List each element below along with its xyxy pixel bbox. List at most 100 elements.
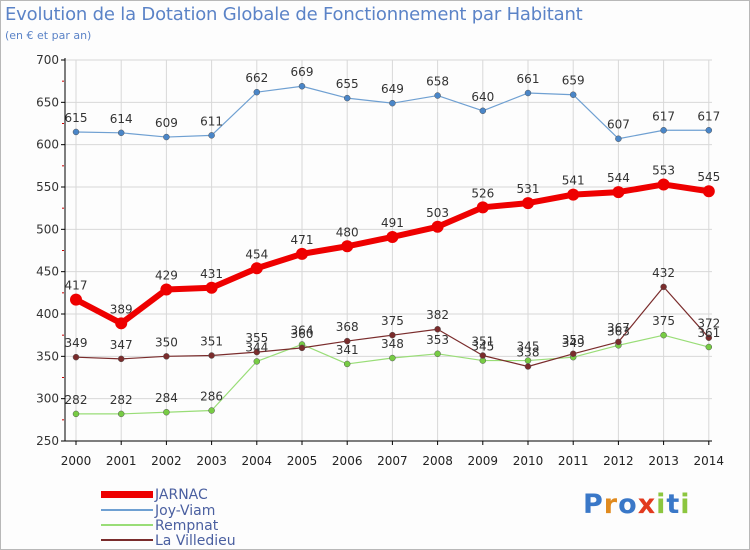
data-label-la-villedieu: 353 [562, 333, 585, 347]
data-label-joy-viam: 609 [155, 116, 178, 130]
data-point-jarnac [296, 247, 308, 260]
data-label-joy-viam: 659 [562, 74, 585, 88]
data-label-joy-viam: 607 [607, 118, 630, 132]
data-label-jarnac: 491 [381, 216, 404, 230]
data-point-la-villedieu [389, 331, 396, 339]
data-point-jarnac [386, 230, 399, 243]
data-label-rempnat: 348 [381, 337, 404, 351]
data-point-la-villedieu [705, 334, 713, 341]
data-label-rempnat: 353 [426, 333, 449, 347]
data-label-jarnac: 553 [652, 163, 675, 177]
data-label-la-villedieu: 355 [245, 331, 268, 345]
data-point-rempnat [660, 331, 667, 339]
data-label-jarnac: 431 [200, 267, 223, 281]
proxiti-logo: Proxiti [583, 489, 691, 520]
data-point-la-villedieu [163, 353, 170, 360]
x-tick-label: 2003 [196, 454, 227, 468]
data-point-jarnac [522, 197, 534, 210]
data-point-la-villedieu [208, 352, 215, 359]
data-label-jarnac: 541 [562, 174, 585, 188]
data-label-rempnat: 375 [652, 314, 675, 328]
data-point-joy-viam [434, 92, 441, 99]
x-tick-label: 2011 [558, 454, 589, 468]
data-point-joy-viam [117, 129, 125, 137]
y-tick-label: 600 [36, 138, 59, 152]
data-label-la-villedieu: 382 [426, 308, 449, 322]
x-tick-label: 2000 [61, 454, 92, 468]
data-label-rempnat: 282 [110, 393, 133, 407]
x-tick-label: 2009 [468, 454, 499, 468]
logo-letter: o [618, 489, 638, 520]
data-point-rempnat [208, 407, 215, 414]
data-label-la-villedieu: 432 [652, 266, 675, 280]
data-point-jarnac [160, 283, 173, 296]
data-label-jarnac: 503 [426, 206, 449, 220]
x-tick-label: 2012 [603, 454, 634, 468]
data-label-rempnat: 363 [607, 324, 630, 338]
data-label-la-villedieu: 375 [381, 314, 404, 328]
data-label-la-villedieu: 367 [607, 321, 630, 335]
y-tick-label: 500 [36, 222, 59, 236]
data-point-jarnac [250, 262, 263, 275]
legend-label-joy-viam: Joy-Viam [155, 503, 216, 519]
data-label-la-villedieu: 338 [517, 345, 540, 359]
data-label-jarnac: 417 [65, 279, 88, 293]
data-label-joy-viam: 661 [517, 72, 540, 86]
data-label-joy-viam: 655 [336, 77, 359, 91]
x-tick-label: 2010 [513, 454, 544, 468]
data-label-la-villedieu: 368 [336, 320, 359, 334]
data-label-rempnat: 361 [697, 326, 720, 340]
chart-subtitle: (en € et par an) [5, 29, 92, 42]
data-point-rempnat [389, 354, 396, 362]
logo-letter: P [583, 489, 604, 520]
data-point-joy-viam [479, 107, 487, 115]
data-point-rempnat [72, 410, 80, 418]
data-point-joy-viam [72, 128, 80, 136]
data-point-la-villedieu [479, 352, 487, 359]
data-label-jarnac: 526 [471, 186, 494, 200]
data-label-la-villedieu: 350 [155, 335, 178, 349]
data-label-jarnac: 454 [245, 247, 268, 261]
data-label-joy-viam: 614 [110, 112, 133, 126]
y-tick-label: 300 [36, 392, 59, 406]
data-label-rempnat: 282 [65, 393, 88, 407]
data-label-jarnac: 545 [697, 170, 720, 184]
x-tick-label: 2006 [332, 454, 363, 468]
legend-label-rempnat: Rempnat [155, 518, 219, 534]
data-label-rempnat: 364 [291, 323, 314, 337]
x-tick-label: 2008 [422, 454, 453, 468]
data-point-joy-viam [660, 127, 667, 134]
x-tick-label: 2004 [242, 454, 273, 468]
data-point-jarnac [567, 188, 580, 201]
x-tick-label: 2002 [151, 454, 182, 468]
data-label-jarnac: 389 [110, 302, 133, 316]
data-point-joy-viam [208, 132, 215, 139]
data-point-la-villedieu [434, 325, 441, 333]
data-point-rempnat [343, 360, 351, 368]
y-tick-label: 650 [36, 95, 59, 109]
data-point-joy-viam [524, 89, 532, 97]
logo-letter: x [637, 489, 657, 520]
data-label-rempnat: 286 [200, 390, 223, 404]
data-point-la-villedieu [343, 337, 351, 345]
data-point-jarnac [702, 185, 715, 198]
data-label-joy-viam: 662 [245, 71, 268, 85]
data-point-jarnac [476, 201, 489, 214]
x-tick-label: 2007 [377, 454, 408, 468]
data-label-la-villedieu: 349 [65, 336, 88, 350]
data-point-jarnac [431, 220, 444, 233]
data-point-la-villedieu [660, 283, 667, 291]
data-point-joy-viam [615, 135, 622, 142]
data-point-la-villedieu [117, 355, 125, 363]
data-label-jarnac: 429 [155, 268, 178, 282]
data-label-la-villedieu: 351 [471, 334, 494, 348]
legend-swatch-jarnac [101, 491, 153, 498]
x-tick-label: 2005 [287, 454, 318, 468]
data-label-joy-viam: 658 [426, 75, 449, 89]
y-tick-label: 700 [36, 53, 59, 67]
data-label-jarnac: 480 [336, 225, 359, 239]
data-label-la-villedieu: 372 [697, 317, 720, 331]
x-tick-label: 2001 [106, 454, 137, 468]
data-point-rempnat [253, 358, 261, 365]
